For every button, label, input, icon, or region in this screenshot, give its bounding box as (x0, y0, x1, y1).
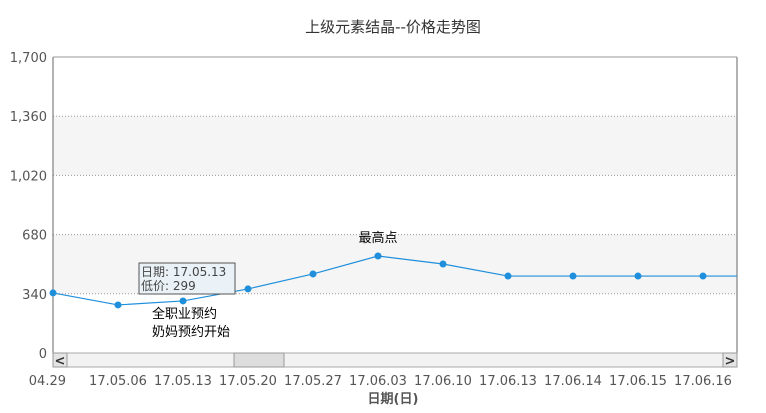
x-tick-label: 17.06.10 (414, 374, 472, 389)
x-tick-label: 17.06.14 (544, 374, 602, 389)
plot-band (53, 116, 737, 176)
x-tick-label: 17.06.16 (674, 374, 732, 389)
tooltip-box (138, 262, 236, 295)
data-point[interactable] (374, 252, 382, 260)
data-point[interactable] (699, 272, 707, 280)
scroll-right-button[interactable] (722, 352, 738, 368)
x-tick-label: 17.05.20 (219, 374, 277, 389)
chart-title: 上级元素结晶--价格走势图 (305, 18, 481, 36)
data-point[interactable] (49, 289, 57, 297)
y-tick-label: 1,020 (10, 169, 47, 184)
y-tick-label: 340 (22, 288, 47, 303)
annotation-label: 全职业预约 (152, 306, 217, 322)
series-line (52, 255, 737, 306)
annotation-label: 奶妈预约开始 (152, 325, 230, 340)
x-tick-label: 17.06.03 (349, 374, 407, 389)
chevron-left-icon: < (55, 354, 66, 369)
data-point[interactable] (179, 297, 187, 305)
scroll-left-button[interactable] (52, 352, 68, 368)
y-tick-label: 680 (22, 229, 47, 244)
scrollbar-track[interactable] (52, 352, 738, 368)
scrollbar-thumb[interactable] (233, 352, 285, 368)
data-point[interactable] (634, 272, 642, 280)
data-point[interactable] (569, 272, 577, 280)
x-tick-label: 17.05.13 (154, 374, 212, 389)
data-point[interactable] (504, 272, 512, 280)
chevron-right-icon: > (725, 354, 736, 369)
x-tick-label: 17.06.13 (479, 374, 537, 389)
x-tick-label: 17.06.15 (609, 374, 667, 389)
y-tick-label: 1,360 (10, 110, 47, 125)
data-point[interactable] (114, 301, 122, 309)
x-axis-title: 日期(日) (368, 392, 419, 407)
data-point[interactable] (244, 285, 252, 293)
data-point[interactable] (439, 260, 447, 268)
data-point[interactable] (309, 270, 317, 278)
y-tick-label: 1,700 (10, 51, 47, 66)
x-tick-label: 04.29 (29, 374, 66, 389)
x-tick-label: 17.05.06 (89, 374, 147, 389)
annotation-label: 最高点 (358, 230, 397, 246)
tooltip-date: 日期: 17.05.13 (141, 265, 226, 279)
y-tick-label: 0 (39, 347, 47, 362)
x-tick-label: 17.05.27 (284, 374, 342, 389)
tooltip-price: 低价: 299 (141, 279, 196, 293)
